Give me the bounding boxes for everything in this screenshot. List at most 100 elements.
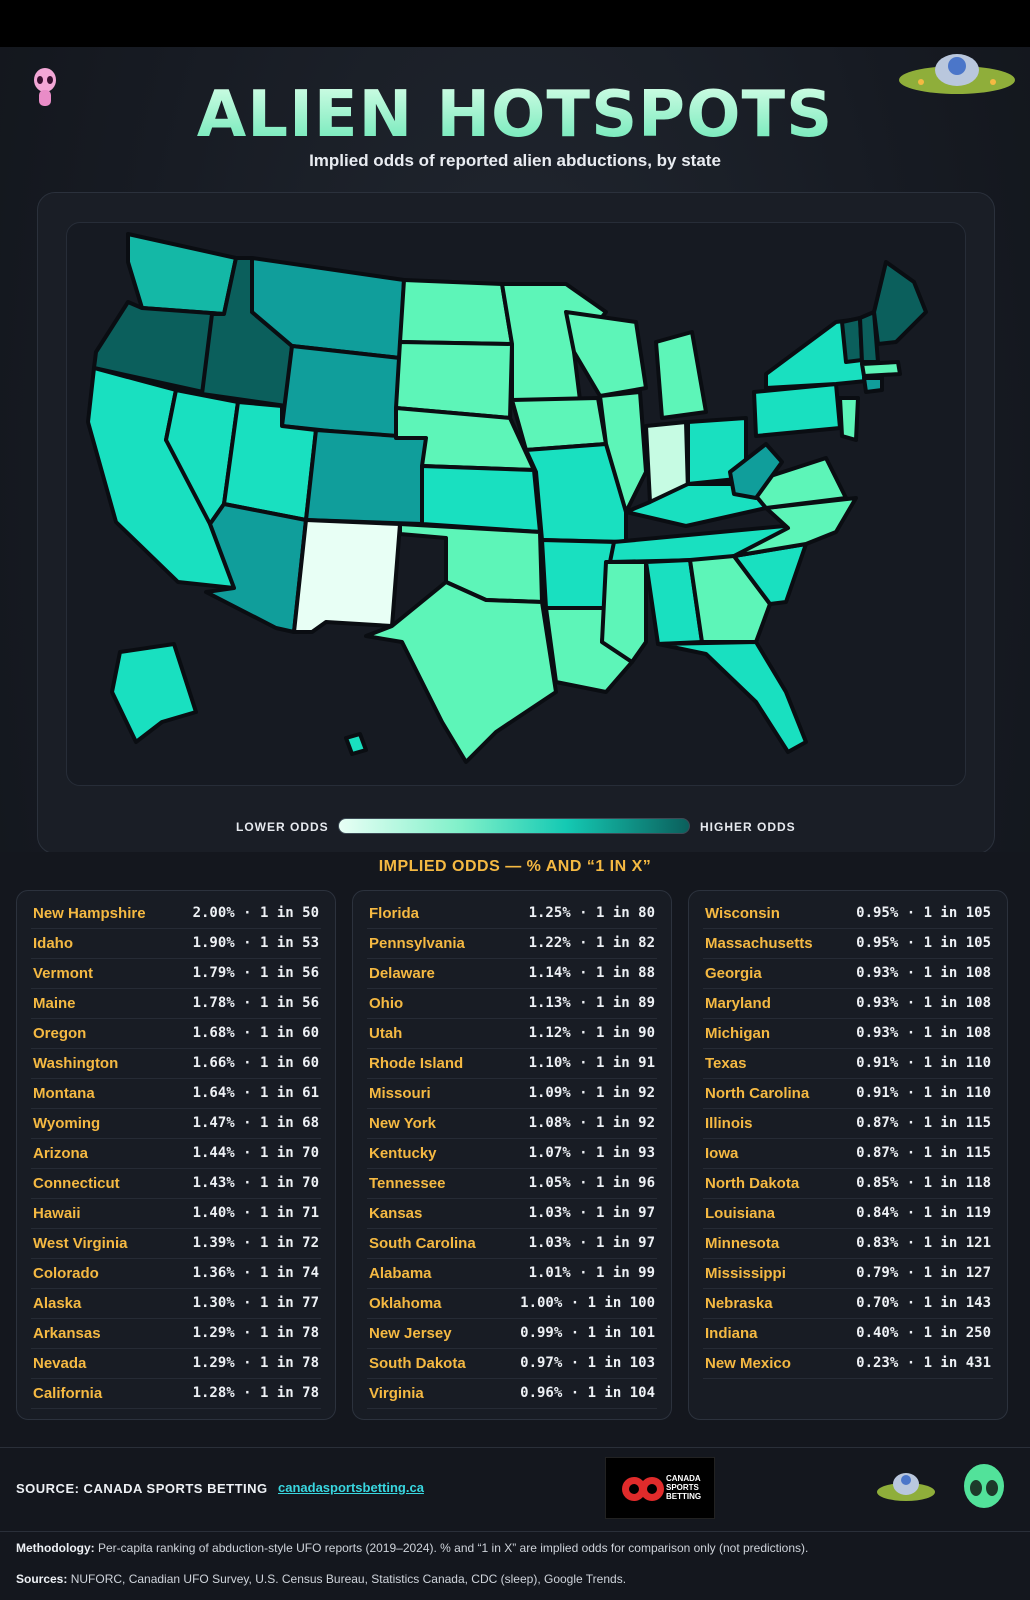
odds-row: Rhode Island 1.10% · 1 in 91	[367, 1049, 657, 1079]
state-odds: 1.90% · 1 in 53	[192, 935, 319, 951]
odds-row: Idaho 1.90% · 1 in 53	[31, 929, 321, 959]
state-name: Hawaii	[33, 1205, 81, 1222]
state-odds: 1.03% · 1 in 97	[528, 1205, 655, 1221]
odds-row: Utah 1.12% · 1 in 90	[367, 1019, 657, 1049]
brand-logo-text: CANADA SPORTS BETTING	[666, 1474, 702, 1501]
sources-text: NUFORC, Canadian UFO Survey, U.S. Census…	[70, 1572, 627, 1586]
state-name: Arkansas	[33, 1325, 101, 1342]
state-name: West Virginia	[33, 1235, 128, 1252]
state-south-dakota	[394, 340, 514, 420]
state-hawaii	[344, 732, 368, 756]
state-iowa	[510, 396, 608, 452]
odds-row: Minnesota 0.83% · 1 in 121	[703, 1229, 993, 1259]
state-odds: 1.39% · 1 in 72	[192, 1235, 319, 1251]
odds-column-1: New Hampshire 2.00% · 1 in 50 Idaho 1.90% ·…	[16, 890, 336, 1420]
source-link[interactable]: canadasportsbetting.ca	[278, 1480, 424, 1495]
state-odds: 1.44% · 1 in 70	[192, 1145, 319, 1161]
odds-section-title: IMPLIED ODDS — % AND “1 IN X”	[378, 858, 652, 875]
odds-row: Maryland 0.93% · 1 in 108	[703, 989, 993, 1019]
state-maine	[872, 260, 928, 346]
odds-row: Mississippi 0.79% · 1 in 127	[703, 1259, 993, 1289]
state-colorado	[304, 428, 428, 526]
state-massachusetts	[860, 360, 902, 378]
state-odds: 1.68% · 1 in 60	[192, 1025, 319, 1041]
state-odds: 1.28% · 1 in 78	[192, 1385, 319, 1401]
state-odds: 0.95% · 1 in 105	[856, 935, 991, 951]
state-odds: 1.09% · 1 in 92	[528, 1085, 655, 1101]
odds-row: Arkansas 1.29% · 1 in 78	[31, 1319, 321, 1349]
map-legend: LOWER ODDS HIGHER ODDS	[0, 818, 1030, 838]
footer	[0, 1447, 1030, 1600]
state-name: Washington	[33, 1055, 119, 1072]
state-odds: 0.91% · 1 in 110	[856, 1085, 991, 1101]
odds-row: Michigan 0.93% · 1 in 108	[703, 1019, 993, 1049]
odds-row: Maine 1.78% · 1 in 56	[31, 989, 321, 1019]
page-subtitle: Implied odds of reported alien abduction…	[309, 151, 721, 170]
state-odds: 1.05% · 1 in 96	[528, 1175, 655, 1191]
odds-row: Texas 0.91% · 1 in 110	[703, 1049, 993, 1079]
state-name: South Dakota	[369, 1355, 466, 1372]
odds-row: Alabama 1.01% · 1 in 99	[367, 1259, 657, 1289]
state-oklahoma	[398, 522, 544, 604]
state-name: Oregon	[33, 1025, 87, 1042]
state-name: New Jersey	[369, 1325, 452, 1342]
state-texas	[364, 580, 558, 764]
state-name: Louisiana	[705, 1205, 776, 1222]
odds-row: Hawaii 1.40% · 1 in 71	[31, 1199, 321, 1229]
state-name: Alabama	[369, 1265, 432, 1282]
state-kansas	[420, 464, 542, 534]
odds-row: North Dakota 0.85% · 1 in 118	[703, 1169, 993, 1199]
odds-row: Missouri 1.09% · 1 in 92	[367, 1079, 657, 1109]
ufo-saucer-icon	[899, 54, 1015, 94]
state-name: Ohio	[369, 995, 404, 1012]
state-odds: 0.91% · 1 in 110	[856, 1055, 991, 1071]
state-name: New Hampshire	[33, 905, 146, 922]
state-west-virginia	[728, 442, 784, 500]
state-odds: 1.12% · 1 in 90	[528, 1025, 655, 1041]
state-odds: 0.87% · 1 in 115	[856, 1115, 991, 1131]
state-name: Maine	[33, 995, 76, 1012]
state-name: Texas	[705, 1055, 747, 1072]
state-name: Indiana	[705, 1325, 758, 1342]
brand-logo: CANADA SPORTS BETTING	[605, 1457, 715, 1519]
state-name: Montana	[33, 1085, 95, 1102]
sources-note: Sources: NUFORC, Canadian UFO Survey, U.…	[16, 1572, 626, 1586]
odds-row: Indiana 0.40% · 1 in 250	[703, 1319, 993, 1349]
footer-divider	[0, 1531, 1030, 1532]
state-mississippi	[600, 560, 648, 664]
state-name: Utah	[369, 1025, 403, 1042]
state-odds: 0.95% · 1 in 105	[856, 905, 991, 921]
state-odds: 1.01% · 1 in 99	[528, 1265, 655, 1281]
state-north-carolina	[732, 496, 858, 558]
state-name: Colorado	[33, 1265, 99, 1282]
state-odds: 0.84% · 1 in 119	[856, 1205, 991, 1221]
odds-row: Arizona 1.44% · 1 in 70	[31, 1139, 321, 1169]
odds-row: Kansas 1.03% · 1 in 97	[367, 1199, 657, 1229]
state-name: Vermont	[33, 965, 94, 982]
state-michigan	[654, 330, 708, 420]
state-name: Massachusetts	[705, 935, 813, 952]
odds-row: Florida 1.25% · 1 in 80	[367, 899, 657, 929]
odds-row: California 1.28% · 1 in 78	[31, 1379, 321, 1409]
source-label: SOURCE: CANADA SPORTS BETTING	[16, 1481, 268, 1496]
state-odds: 1.13% · 1 in 89	[528, 995, 655, 1011]
state-odds: 1.40% · 1 in 71	[192, 1205, 319, 1221]
state-name: Kansas	[369, 1205, 423, 1222]
state-odds: 1.29% · 1 in 78	[192, 1355, 319, 1371]
methodology-note: Methodology: Per-capita ranking of abduc…	[16, 1541, 808, 1555]
odds-row: Nevada 1.29% · 1 in 78	[31, 1349, 321, 1379]
odds-row: Louisiana 0.84% · 1 in 119	[703, 1199, 993, 1229]
state-name: Delaware	[369, 965, 435, 982]
odds-row: New Hampshire 2.00% · 1 in 50	[31, 899, 321, 929]
odds-row: Georgia 0.93% · 1 in 108	[703, 959, 993, 989]
state-name: Virginia	[369, 1385, 424, 1402]
state-name: Alaska	[33, 1295, 82, 1312]
state-name: Wisconsin	[705, 905, 780, 922]
state-pennsylvania	[752, 382, 842, 438]
state-odds: 0.99% · 1 in 101	[520, 1325, 655, 1341]
state-odds: 0.85% · 1 in 118	[856, 1175, 991, 1191]
state-odds: 1.30% · 1 in 77	[192, 1295, 319, 1311]
odds-row: Wisconsin 0.95% · 1 in 105	[703, 899, 993, 929]
odds-row: Oregon 1.68% · 1 in 60	[31, 1019, 321, 1049]
state-name: Wyoming	[33, 1115, 101, 1132]
